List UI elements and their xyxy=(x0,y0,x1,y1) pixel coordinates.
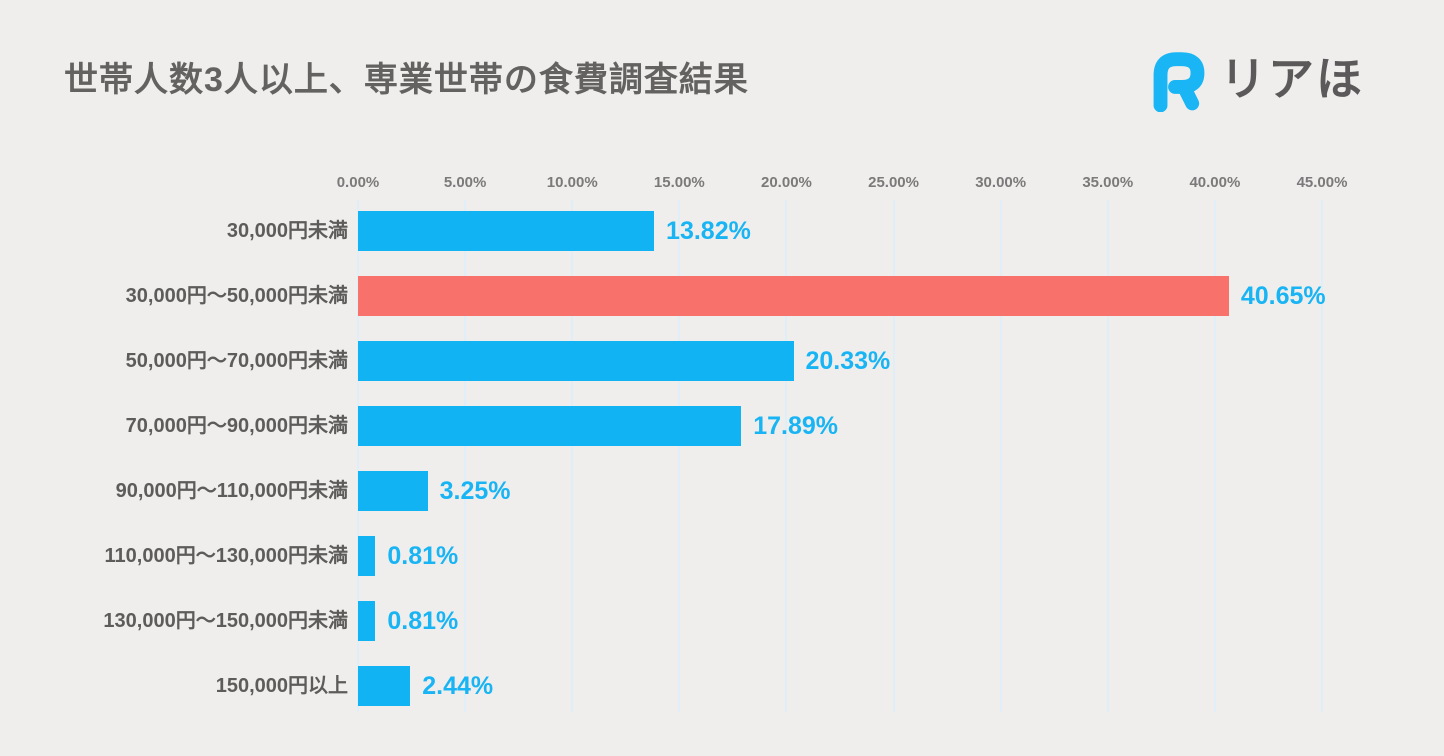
plot-area: 13.82% 40.65% 20.33% 17.89% 3.25% 0.81% 0.81% 2… xyxy=(357,200,1326,712)
gridline xyxy=(357,200,359,712)
value-label: 20.33% xyxy=(805,347,891,375)
x-axis-tick-label: 40.00% xyxy=(1189,174,1241,191)
x-axis-tick-label: 20.00% xyxy=(761,174,812,191)
gridline xyxy=(678,200,681,712)
x-axis-tick-label: 0.00% xyxy=(336,174,380,191)
bar-row: 0.81% xyxy=(358,536,1322,576)
x-axis-tick-label: 45.00% xyxy=(1296,174,1348,191)
gridline xyxy=(892,200,895,712)
category-label: 70,000円〜90,000円未満 xyxy=(125,415,348,437)
value-label: 3.25% xyxy=(439,477,511,505)
value-label: 13.82% xyxy=(666,217,751,245)
gridline xyxy=(464,200,467,712)
value-label: 17.89% xyxy=(753,412,839,440)
value-label: 0.81% xyxy=(387,542,459,570)
x-axis-tick-label: 10.00% xyxy=(546,174,598,191)
bar-row: 40.65% xyxy=(358,276,1326,316)
gridline xyxy=(785,200,788,712)
bar xyxy=(358,341,794,381)
bar-row: 20.33% xyxy=(358,341,1322,381)
bar-row: 13.82% xyxy=(358,211,1322,251)
gridline xyxy=(999,200,1002,712)
bar-row: 2.44% xyxy=(358,666,1322,706)
riaho-r-icon xyxy=(1146,46,1212,113)
value-label: 2.44% xyxy=(422,672,494,700)
gridline xyxy=(1106,200,1109,712)
bar xyxy=(358,211,655,251)
category-label: 50,000円〜70,000円未満 xyxy=(125,350,348,372)
category-label: 90,000円〜110,000円未満 xyxy=(115,480,348,502)
bar-row: 3.25% xyxy=(358,471,1322,511)
value-label: 0.81% xyxy=(387,607,459,635)
bar-highlighted xyxy=(358,276,1229,316)
category-label: 150,000円以上 xyxy=(215,675,348,697)
x-axis-tick-label: 25.00% xyxy=(868,174,919,191)
bar xyxy=(358,406,742,446)
x-axis-tick-label: 15.00% xyxy=(653,174,705,191)
bar-row: 17.89% xyxy=(358,406,1322,446)
bar xyxy=(358,471,428,511)
bar xyxy=(358,601,376,641)
x-axis-tick-label: 35.00% xyxy=(1082,174,1134,191)
category-label: 130,000円〜150,000円未満 xyxy=(103,610,348,632)
x-axis-tick-label: 5.00% xyxy=(443,174,487,191)
gridline xyxy=(1213,200,1216,712)
x-axis-tick-label: 30.00% xyxy=(975,174,1027,191)
gridline xyxy=(1321,200,1323,712)
brand-logo: リアほ xyxy=(1146,46,1364,113)
bar xyxy=(358,666,411,706)
category-label: 30,000円〜50,000円未満 xyxy=(125,285,348,307)
page-title: 世帯人数3人以上、専業世帯の食費調査結果 xyxy=(64,61,749,99)
value-label: 40.65% xyxy=(1240,282,1326,310)
category-label: 110,000円〜130,000円未満 xyxy=(104,545,349,567)
bar xyxy=(358,536,376,576)
brand-logo-text: リアほ xyxy=(1220,53,1364,105)
category-label: 30,000円未満 xyxy=(226,220,348,242)
bar-row: 0.81% xyxy=(358,601,1322,641)
gridline xyxy=(571,200,574,712)
